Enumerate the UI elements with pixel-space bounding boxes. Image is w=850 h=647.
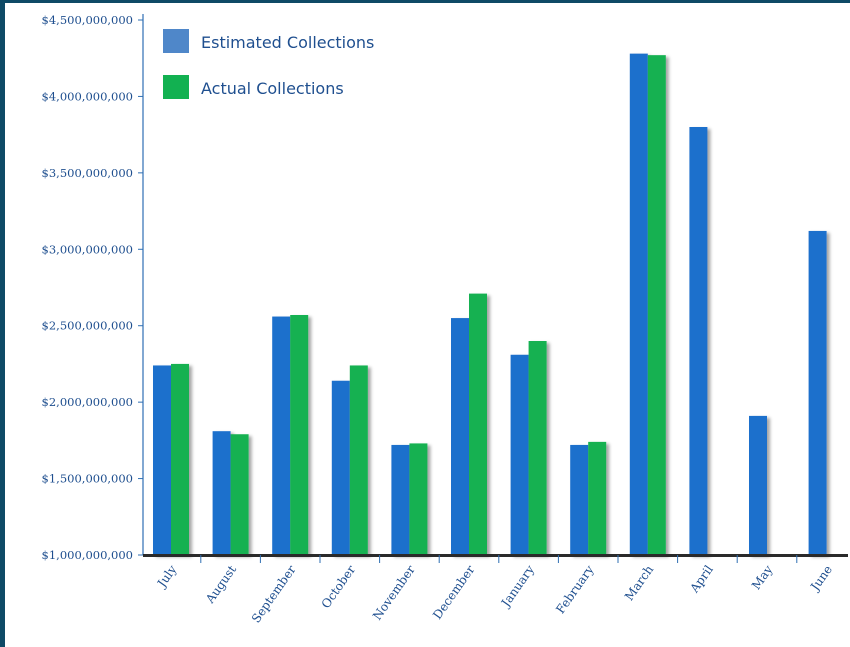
x-tick-label: May [749, 563, 776, 593]
bar-estimated [749, 415, 767, 555]
y-tick-label: $4,500,000,000 [42, 13, 133, 27]
legend-label-estimated: Estimated Collections [201, 33, 374, 52]
y-tick-label: $3,500,000,000 [42, 166, 133, 180]
bar-estimated [629, 53, 648, 555]
y-tick-label: $4,000,000,000 [42, 89, 133, 103]
x-tick-label: September [249, 562, 299, 625]
bar-actual [528, 341, 547, 555]
legend-label-actual: Actual Collections [201, 79, 344, 98]
bar-actual [230, 434, 249, 555]
bar-estimated [451, 318, 469, 555]
bar-estimated [272, 316, 291, 555]
bar-estimated [570, 444, 589, 555]
legend: Estimated Collections Actual Collections [163, 29, 374, 99]
x-tick-label: February [553, 563, 596, 617]
x-tick-label: December [430, 562, 477, 621]
bar-actual [647, 55, 666, 556]
x-tick-label: April [687, 563, 716, 596]
frame-left-border [0, 0, 5, 647]
x-tick-label: July [154, 563, 180, 592]
bar-actual [469, 293, 487, 555]
y-tick-label: $1,500,000,000 [42, 472, 133, 486]
bar-actual [290, 315, 309, 555]
bar-actual [409, 443, 428, 555]
bar-actual [588, 441, 607, 555]
x-tick-label: October [319, 562, 359, 610]
frame-top-border [0, 0, 850, 3]
y-tick-label: $1,000,000,000 [42, 548, 133, 562]
bar-actual [171, 363, 189, 555]
bar-estimated [689, 127, 708, 555]
y-tick-label: $2,000,000,000 [42, 395, 133, 409]
bar-estimated [153, 365, 171, 555]
x-tick-label: January [497, 563, 537, 611]
bar-estimated [808, 230, 827, 555]
x-tick-label: March [622, 562, 656, 603]
bar-estimated [391, 444, 410, 555]
y-tick-label: $2,500,000,000 [42, 319, 133, 333]
y-axis-ticks: $1,000,000,000 $1,500,000,000 $2,000,000,0… [42, 13, 143, 562]
x-tick-label: November [370, 562, 418, 622]
bar-estimated [212, 431, 231, 555]
legend-swatch-actual [163, 75, 189, 99]
bar-actual [349, 365, 368, 555]
x-axis-ticks: July August September October November Decemb… [154, 555, 835, 625]
x-tick-label: June [807, 563, 835, 595]
bar-group [153, 53, 827, 556]
y-tick-label: $3,000,000,000 [42, 242, 133, 256]
x-tick-label: August [202, 563, 239, 607]
legend-swatch-estimated [163, 29, 189, 53]
bar-estimated [331, 380, 350, 555]
bar-estimated [510, 354, 529, 555]
